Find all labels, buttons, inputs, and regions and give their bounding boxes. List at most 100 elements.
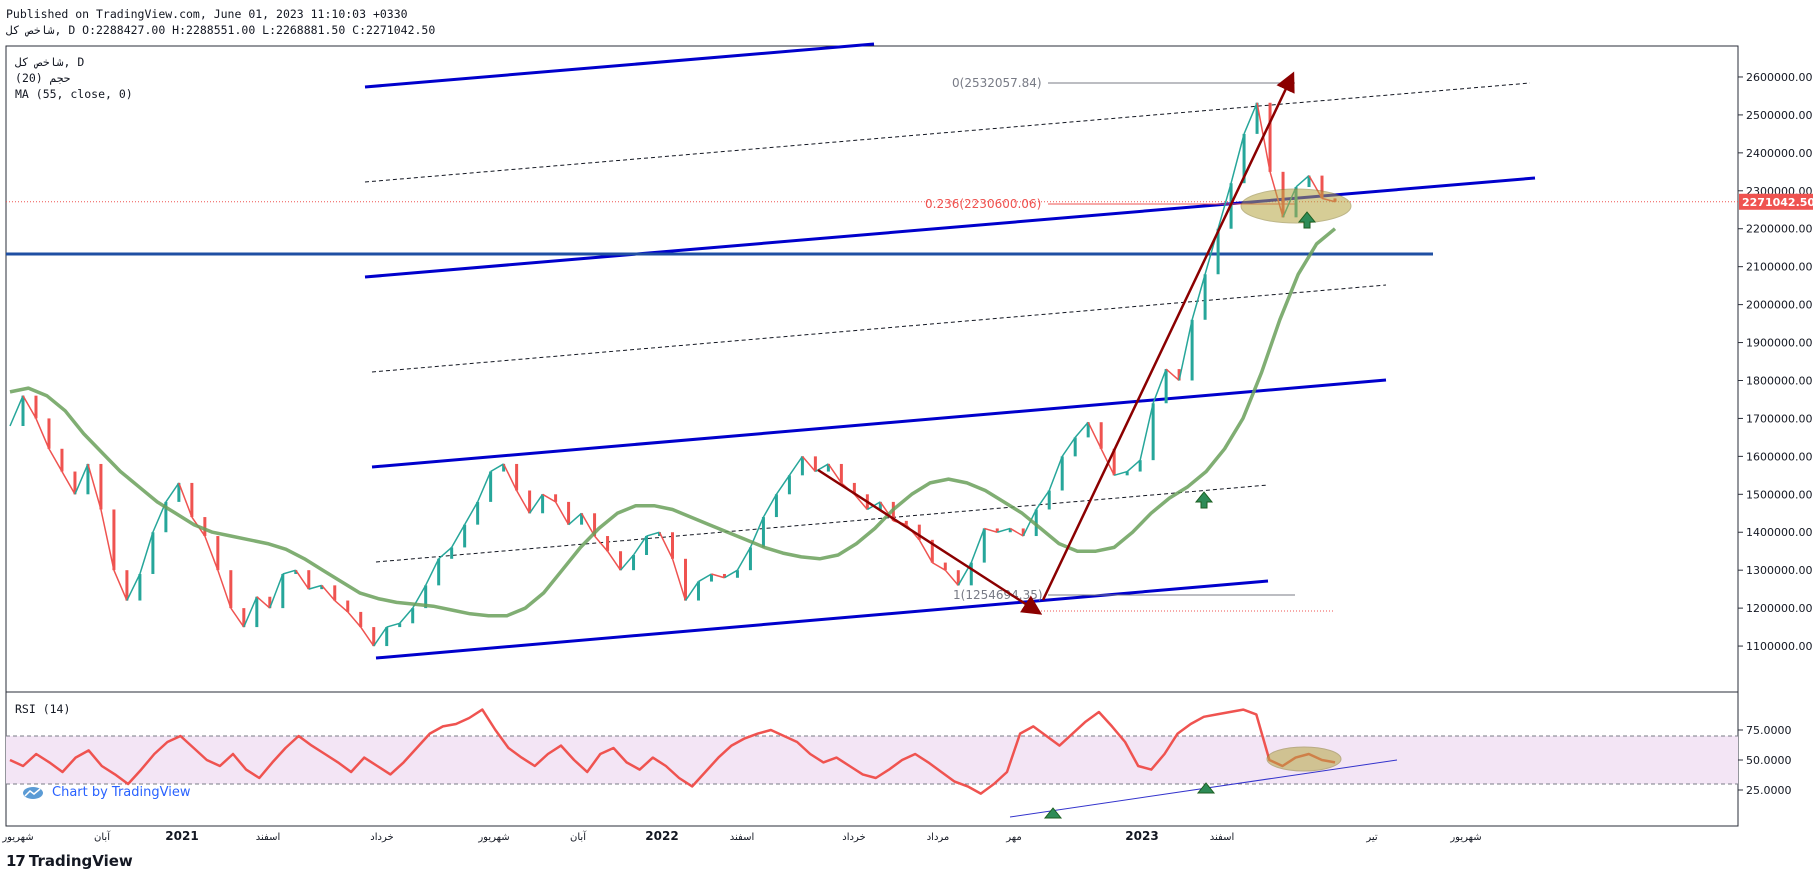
trend-line [364, 82, 1531, 183]
price-segment [515, 490, 531, 514]
price-segment [321, 584, 336, 602]
price-segment [360, 626, 375, 647]
price-segment [1243, 102, 1258, 135]
trend-line [364, 176, 1536, 279]
y-tick-label: 2400000.00 [1746, 147, 1812, 160]
price-segment [671, 558, 687, 601]
price-segment [139, 532, 154, 575]
trend-line [375, 484, 1269, 563]
y-tick-label: 2600000.00 [1746, 71, 1812, 84]
x-tick-label: ﺍﺳﻔﻨﺪ [256, 832, 280, 843]
price-legend: ﺷﺎﺧﺺ ﮐﻞ, D ﺣﺠﻢ (20) MA (55, close, 0) [15, 54, 133, 102]
price-segment [542, 493, 556, 503]
last-price-badge [1739, 193, 1813, 210]
price-segment [334, 599, 349, 613]
price-segment [243, 596, 258, 628]
x-tick-label: ﺧﺮﺩﺍﺩ [370, 832, 393, 843]
x-tick-label: ﻣﺮﺩﺍﺩ [927, 832, 950, 843]
brand-text: TradingView [28, 852, 133, 870]
rsi-marker-icon [1196, 782, 1216, 794]
x-tick-label: ﺷﻬﺮﯾﻮﺭ [1449, 832, 1481, 843]
tradingview-logo[interactable]: 17 TradingView [6, 852, 133, 870]
price-segment [308, 584, 322, 590]
price-segment [347, 611, 362, 628]
price-segment [632, 535, 648, 556]
price-segment [1295, 175, 1310, 188]
time-axis: ﺷﻬﺮﯾﻮﺭ ﺁﺑﺎﻥ 2021 ﺍﺳﻔﻨﺪ ﺧﺮﺩﺍﺩ ﺷﻬﺮﯾﻮﺭ ﺁﺑﺎﻥ 2022 ﺍﺳ… [1, 829, 1481, 843]
y-tick-label: 1600000.00 [1746, 450, 1812, 463]
price-segment [997, 527, 1011, 533]
price-segment [593, 535, 609, 552]
price-segment [230, 607, 245, 628]
price-segment [606, 550, 622, 571]
price-segment [1048, 456, 1063, 491]
price-segment [256, 596, 271, 609]
price-segment [165, 482, 180, 503]
rsi-line [9, 708, 1336, 795]
price-segment [724, 569, 738, 579]
price-segment [775, 474, 791, 495]
price-segment [698, 573, 712, 583]
price-axis: 2600000.002500000.002400000.002300000.00… [1738, 71, 1814, 797]
x-tick-label: 2021 [165, 829, 198, 843]
symbol-legend[interactable]: ﺷﺎﺧﺺ ﮐﻞ, D [15, 55, 85, 69]
price-segment [736, 547, 752, 571]
price-segment [502, 463, 518, 491]
highlight-zone [1240, 188, 1352, 224]
x-tick-label: ﺁﺑﺎﻥ [570, 830, 587, 843]
price-segment [1165, 368, 1180, 382]
price-segment [1022, 509, 1037, 537]
rsi-legend[interactable]: RSI (14) [15, 702, 71, 716]
y-tick-label: 1800000.00 [1746, 374, 1812, 387]
chart-frame [5, 45, 1739, 827]
volume-legend[interactable]: ﺣﺠﻢ (20) [15, 71, 71, 85]
trend-line [371, 378, 1387, 469]
x-tick-label: ﺍﺳﻔﻨﺪ [730, 832, 754, 843]
price-segment [646, 531, 660, 537]
price-segment [269, 573, 284, 609]
trend-line [364, 42, 875, 89]
price-segment [1152, 368, 1167, 404]
arrow-down [817, 468, 1043, 615]
price-segment [853, 493, 868, 510]
rsi-tick-label: 50.0000 [1746, 754, 1792, 767]
price-segment [100, 509, 115, 571]
price-segment [711, 573, 725, 579]
tradingview-watermark[interactable]: Chart by TradingView [22, 784, 190, 800]
price-segment [399, 607, 414, 624]
price-segment [762, 493, 778, 518]
price-segment [788, 455, 804, 476]
price-segment [1113, 470, 1128, 477]
price-segment [528, 493, 544, 514]
price-segment [74, 463, 89, 495]
y-tick-label: 1700000.00 [1746, 412, 1812, 425]
price-segment [87, 463, 102, 510]
ma-line [9, 227, 1337, 618]
price-panel: 0(2532057.84) 0.236(2230600.06) 1(1254694.… [6, 42, 1738, 660]
price-segment [9, 395, 24, 427]
price-segment [425, 558, 440, 586]
price-segment [554, 501, 570, 526]
x-tick-label: 2023 [1125, 829, 1158, 843]
arrow-up [1041, 71, 1295, 601]
price-segment [1139, 403, 1154, 461]
price-segment [386, 622, 400, 628]
x-tick-label: ﻣﻬﺮ [1005, 832, 1021, 843]
price-segment [1191, 274, 1206, 320]
ma-legend[interactable]: MA (55, close, 0) [15, 87, 133, 101]
up-marker-icon [1297, 211, 1317, 229]
fib-label: 1(1254694.35) [953, 588, 1043, 602]
price-segment [48, 448, 63, 472]
price-segment [1074, 421, 1089, 438]
x-tick-label: 2022 [645, 829, 678, 843]
price-segment [684, 581, 700, 601]
trend-line [371, 284, 1387, 373]
y-tick-label: 2100000.00 [1746, 261, 1812, 274]
y-tick-label: 2000000.00 [1746, 299, 1812, 312]
price-segment [1009, 527, 1024, 537]
price-segment [282, 569, 296, 575]
price-segment [944, 569, 959, 586]
x-tick-label: ﺁﺑﺎﻥ [94, 830, 111, 843]
price-segment [801, 455, 816, 473]
